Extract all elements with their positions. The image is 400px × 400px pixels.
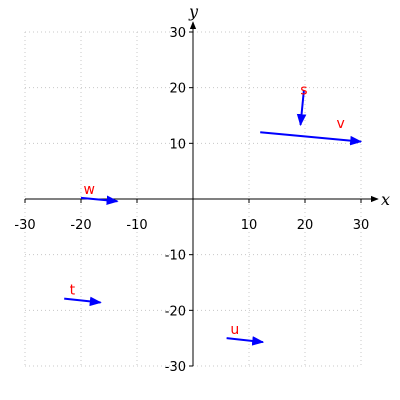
x-tick-label: 20 bbox=[297, 218, 314, 233]
x-tick-label: -30 bbox=[14, 218, 35, 233]
vector-u bbox=[226, 336, 265, 346]
ticks: -30 -20 -10 10 20 30 -30 -20 -10 10 20 30 bbox=[14, 26, 369, 375]
y-tick-label: 10 bbox=[169, 137, 186, 152]
y-tick-label: 30 bbox=[169, 26, 186, 41]
x-tick-label: 30 bbox=[353, 218, 370, 233]
x-tick-label: -20 bbox=[70, 218, 91, 233]
y-axis-label: y bbox=[188, 2, 199, 21]
y-tick-label: 20 bbox=[169, 82, 186, 97]
vector-label-s: s bbox=[300, 82, 307, 98]
vector-w bbox=[80, 195, 119, 206]
vector-label-v: v bbox=[336, 116, 344, 132]
vector-label-w: w bbox=[83, 182, 94, 198]
x-tick-label: 10 bbox=[241, 218, 258, 233]
vector-s bbox=[296, 90, 307, 127]
vectors: s v w t u bbox=[64, 82, 363, 346]
vector-label-u: u bbox=[230, 322, 239, 338]
axes bbox=[25, 21, 379, 366]
vector-label-t: t bbox=[70, 283, 76, 299]
y-tick-label: -30 bbox=[165, 360, 186, 375]
vector-v bbox=[260, 131, 363, 146]
x-tick-label: -10 bbox=[126, 218, 147, 233]
vector-t bbox=[64, 296, 102, 307]
y-tick-label: -20 bbox=[165, 304, 186, 319]
x-axis-label: x bbox=[381, 190, 390, 209]
y-tick-label: -10 bbox=[165, 249, 186, 264]
